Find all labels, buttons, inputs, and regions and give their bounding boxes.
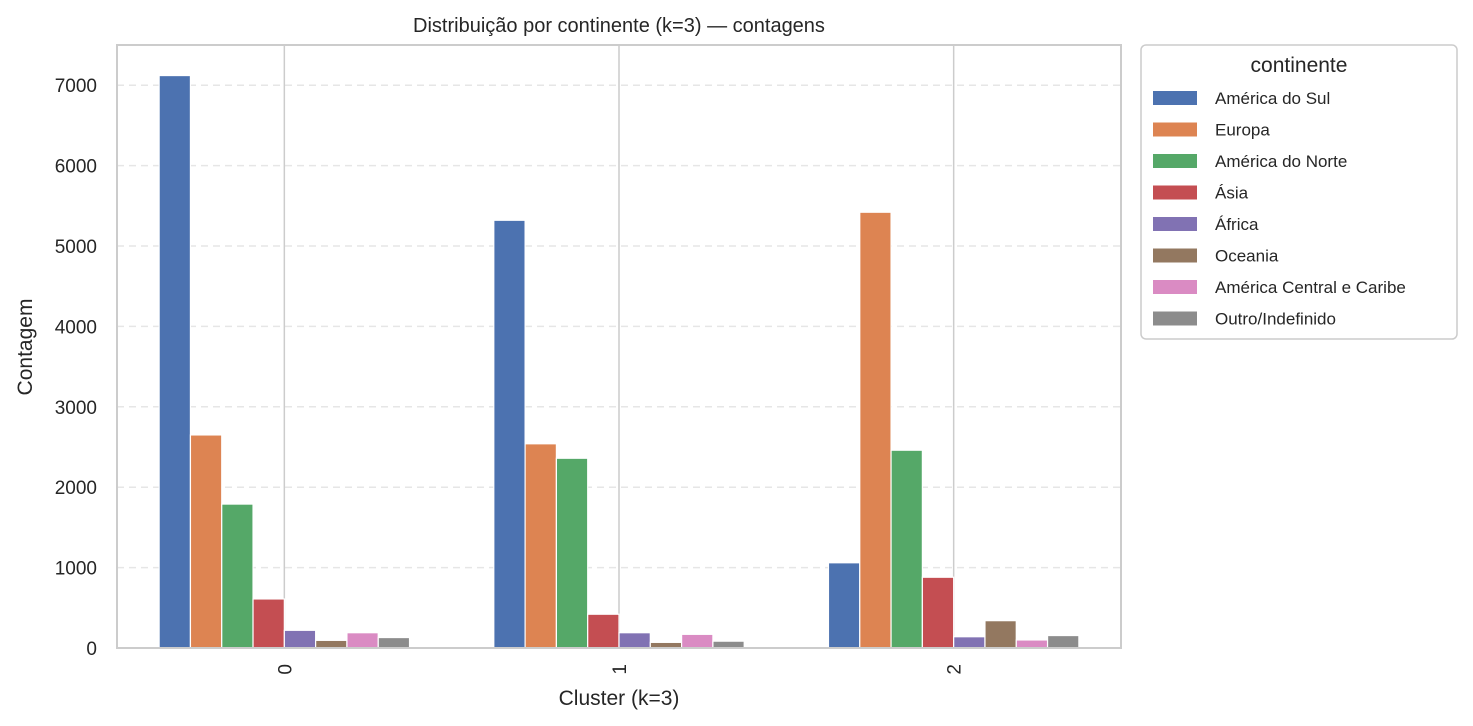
bar <box>283 629 317 649</box>
bar <box>346 632 379 649</box>
bar <box>252 598 285 649</box>
bar <box>1046 634 1080 649</box>
legend-swatch <box>1153 248 1197 263</box>
y-tick-label: 4000 <box>55 317 97 338</box>
x-tick-label: 2 <box>945 664 966 675</box>
legend-label: América do Norte <box>1215 152 1347 171</box>
x-axis-ticks: 0 1 2 <box>275 664 965 675</box>
bar <box>555 457 589 649</box>
bar <box>315 639 348 649</box>
legend-swatch <box>1153 91 1197 105</box>
x-axis-label: Cluster (k=3) <box>559 687 680 710</box>
legend-swatch <box>1153 122 1197 137</box>
legend-swatch <box>1153 280 1197 294</box>
legend-swatch <box>1153 217 1197 231</box>
bar <box>587 613 620 649</box>
legend-swatch <box>1153 311 1197 326</box>
bar <box>1015 639 1049 649</box>
bar <box>680 633 714 649</box>
legend-frame <box>1140 44 1458 340</box>
y-tick-label: 6000 <box>55 157 97 178</box>
bar <box>221 503 254 649</box>
bar <box>859 211 892 649</box>
legend-items: América do Sul Europa América do Norte Ásia… <box>1153 89 1406 329</box>
y-tick-label: 0 <box>86 639 97 660</box>
y-tick-label: 7000 <box>55 76 97 97</box>
bar <box>618 632 651 649</box>
bars <box>158 74 1080 649</box>
bar <box>524 443 557 649</box>
y-axis-ticks: 0 1000 2000 3000 4000 5000 6000 7000 <box>55 76 97 660</box>
y-tick-label: 5000 <box>55 237 97 258</box>
legend-label: África <box>1215 215 1259 234</box>
legend-swatch <box>1153 185 1197 200</box>
plot-frame <box>116 44 1122 649</box>
legend-label: América do Sul <box>1215 89 1330 108</box>
bar <box>890 449 923 649</box>
bar <box>493 219 526 649</box>
y-tick-label: 1000 <box>55 559 97 580</box>
category-divider-lines <box>283 45 955 648</box>
y-tick-label: 2000 <box>55 478 97 499</box>
legend-label: Europa <box>1215 121 1270 140</box>
bar <box>921 576 955 649</box>
bar <box>158 74 192 649</box>
legend-label: Outro/Indefinido <box>1215 310 1336 329</box>
y-tick-label: 3000 <box>55 398 97 419</box>
bar <box>953 636 986 649</box>
x-tick-label: 1 <box>610 664 631 675</box>
bar <box>827 562 861 649</box>
chart-title: Distribuição por continente (k=3) — cont… <box>413 15 825 37</box>
legend-swatch <box>1153 154 1197 168</box>
y-axis-label: Contagem <box>14 299 37 396</box>
legend-label: Oceania <box>1215 247 1279 266</box>
legend-label: Ásia <box>1215 184 1249 203</box>
x-tick-label: 0 <box>275 664 296 675</box>
legend-label: América Central e Caribe <box>1215 278 1406 297</box>
bar <box>712 640 745 649</box>
bar <box>377 636 411 649</box>
legend-title: continente <box>1251 54 1348 77</box>
bar <box>189 434 223 649</box>
bar <box>984 620 1017 649</box>
